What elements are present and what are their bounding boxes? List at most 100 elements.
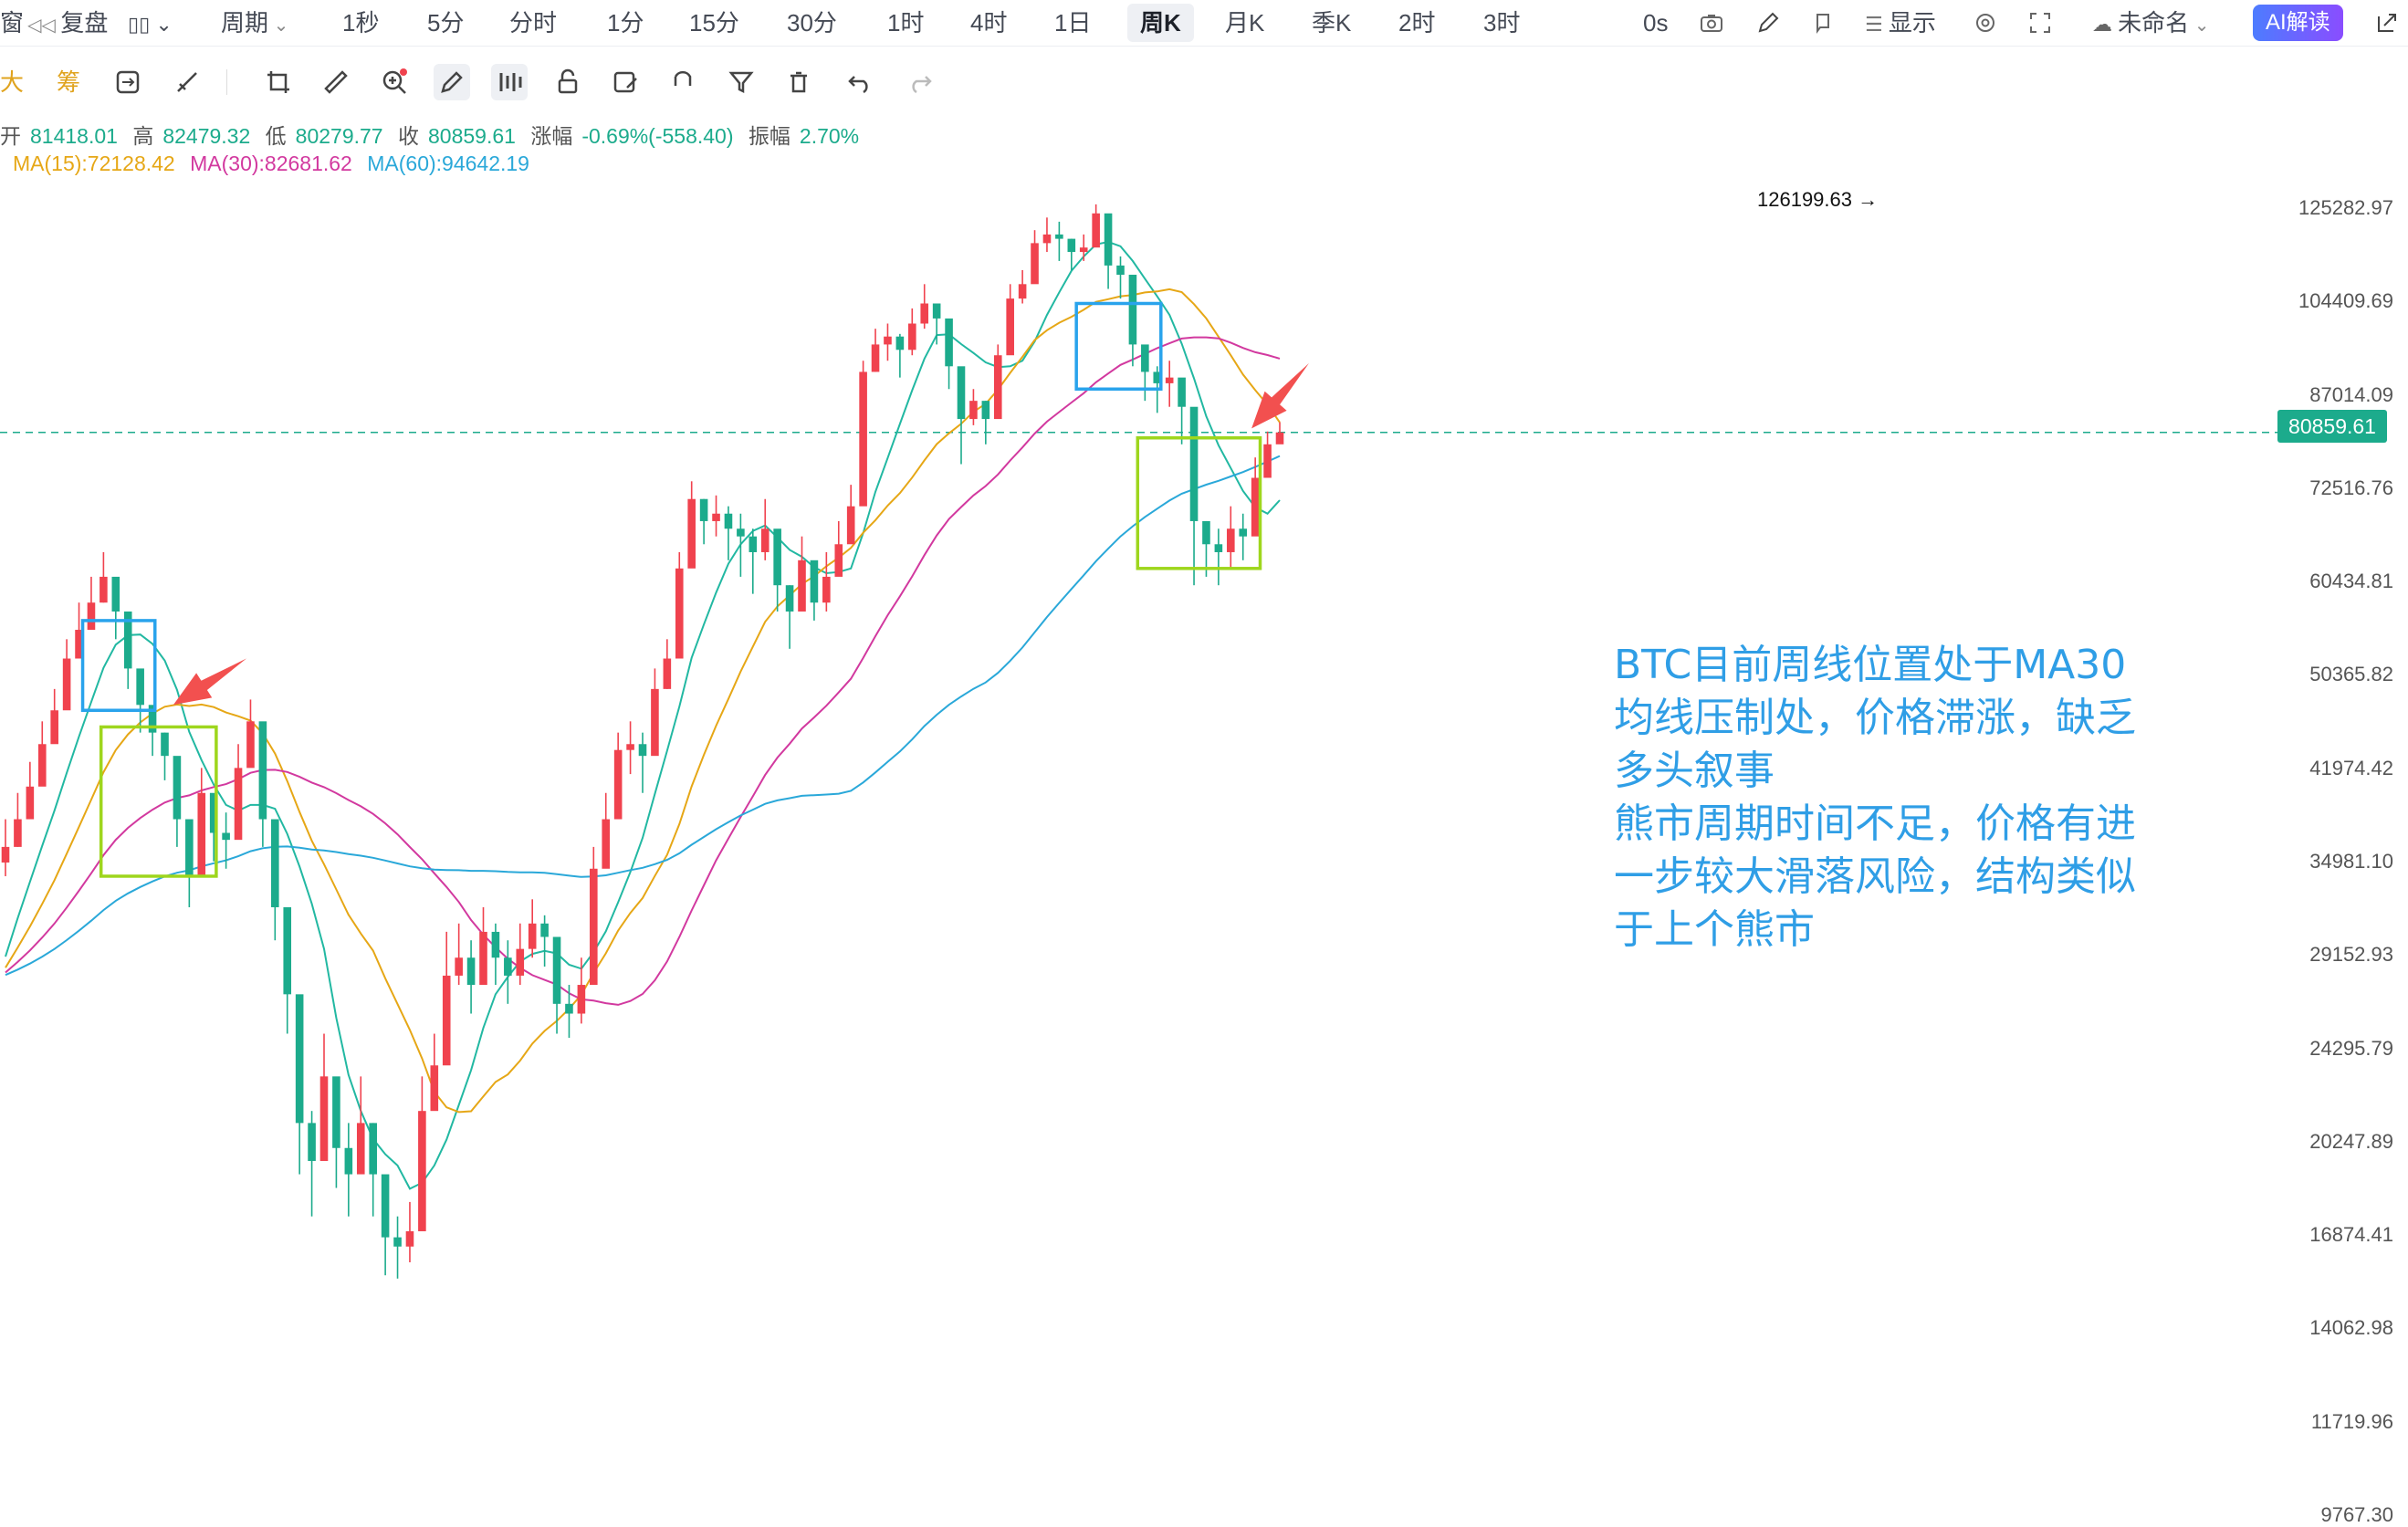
zoom-in-icon[interactable]: [376, 64, 413, 100]
ruler-icon[interactable]: [318, 64, 354, 100]
share-icon[interactable]: [2373, 9, 2401, 37]
candlestick-chart[interactable]: [0, 119, 2408, 1519]
interval-4h[interactable]: 4时: [970, 9, 1008, 37]
candle-body: [932, 303, 941, 319]
trash-icon[interactable]: [780, 64, 817, 100]
candle-body: [161, 732, 169, 757]
ohlc-legend: 开 81418.01 高 82479.32 低 80279.77 收 80859.61 …: [0, 119, 868, 150]
candle-body: [1116, 265, 1125, 276]
candle-body: [332, 1076, 340, 1148]
chart-type-button[interactable]: ▯▯ ⌄: [128, 0, 173, 46]
erase-draw-icon[interactable]: [169, 64, 205, 100]
candle-body: [687, 498, 696, 569]
candle-body: [895, 336, 905, 350]
interval-5m[interactable]: 5分: [427, 9, 465, 37]
ma30-legend: MA(30):82681.62: [190, 152, 352, 175]
interval-1w[interactable]: 周K: [1127, 4, 1194, 42]
interval-2h[interactable]: 2时: [1398, 9, 1436, 37]
candle-body: [810, 560, 819, 603]
y-tick-label: 60434.81: [2309, 570, 2393, 593]
candle-body: [271, 819, 279, 907]
candle-body: [1141, 344, 1149, 372]
change-label: 涨幅: [530, 124, 573, 148]
lock-icon[interactable]: [550, 64, 586, 100]
settings-icon[interactable]: [1972, 9, 1999, 37]
candle-body: [1079, 247, 1088, 253]
candle-body: [1, 846, 10, 863]
pencil-icon[interactable]: [1754, 9, 1782, 37]
candle-body: [1006, 298, 1014, 356]
redo-icon[interactable]: [902, 64, 938, 100]
candle-body: [479, 931, 487, 986]
candle-body: [565, 1003, 573, 1014]
interval-30m[interactable]: 30分: [787, 9, 837, 37]
interval-timeshare[interactable]: 分时: [509, 9, 558, 37]
candle-body: [1128, 275, 1137, 345]
big-toggle[interactable]: 大: [0, 68, 25, 96]
candle-body: [737, 528, 745, 537]
toolbar-left-label[interactable]: 窗: [0, 9, 25, 37]
chips-toggle[interactable]: 筹: [57, 68, 81, 96]
candle-body: [884, 336, 892, 345]
filter-icon[interactable]: [723, 64, 759, 100]
interval-1mo[interactable]: 月K: [1225, 9, 1265, 37]
change-value: -0.69%(-558.40): [581, 124, 734, 148]
interval-1q[interactable]: 季K: [1312, 9, 1352, 37]
undo-icon[interactable]: [842, 64, 878, 100]
candle-body: [381, 1174, 390, 1238]
highlighter-icon[interactable]: [434, 64, 470, 100]
period-dropdown[interactable]: 周期 ⌄: [221, 0, 288, 46]
chevron-down-icon: ⌄: [268, 16, 289, 36]
candle-body: [1104, 213, 1113, 266]
replay-button[interactable]: ◁◁ 复盘: [27, 0, 108, 46]
fullscreen-icon[interactable]: [2026, 9, 2054, 37]
y-tick-label: 14062.98: [2309, 1316, 2393, 1340]
sync-icon[interactable]: [110, 64, 146, 100]
y-tick-label: 9767.30: [2320, 1503, 2393, 1526]
candle-body: [295, 994, 304, 1124]
candle-body: [602, 819, 611, 869]
camera-icon[interactable]: [1698, 9, 1725, 37]
candle-body: [1189, 406, 1199, 521]
interval-15m[interactable]: 15分: [689, 9, 739, 37]
interval-1s[interactable]: 1秒: [342, 9, 380, 37]
interval-1d[interactable]: 1日: [1054, 9, 1092, 37]
candle-body: [638, 744, 647, 757]
open-value: 81418.01: [30, 124, 118, 148]
candle-body: [993, 355, 1002, 420]
add-indicator-icon[interactable]: [1809, 9, 1837, 37]
crop-icon[interactable]: [260, 64, 297, 100]
edit-note-icon[interactable]: [607, 64, 644, 100]
magnet-icon[interactable]: [665, 64, 701, 100]
candle-body: [246, 721, 255, 769]
toolbar-divider: [226, 69, 227, 95]
interval-1h[interactable]: 1时: [887, 9, 925, 37]
bars-icon[interactable]: [491, 64, 528, 100]
top-toolbar: 窗 ◁◁ 复盘 ▯▯ ⌄ 周期 ⌄ 1秒 5分 分时 1分 15分 30分 1时…: [0, 0, 2408, 47]
layout-dropdown[interactable]: ☁ 未命名 ⌄: [2092, 0, 2209, 46]
candle-body: [957, 366, 966, 420]
candle-body: [185, 819, 194, 876]
y-tick-label: 72516.76: [2309, 476, 2393, 499]
period-label: 周期: [221, 9, 269, 37]
candle-body: [111, 576, 120, 612]
candles-icon: ▯▯ ⌄: [128, 13, 173, 36]
candle-body: [148, 705, 157, 733]
candle-body: [871, 344, 880, 372]
candle-body: [749, 536, 758, 552]
interval-1m[interactable]: 1分: [607, 9, 644, 37]
candle-body: [528, 923, 537, 949]
candle-body: [798, 560, 806, 612]
candle-body: [234, 768, 243, 841]
display-button[interactable]: ☰ 显示: [1865, 0, 1936, 46]
ai-interpret-button[interactable]: AI解读: [2253, 5, 2343, 41]
candle-body: [590, 868, 598, 986]
ma60-line: [5, 455, 1281, 977]
candle-body: [969, 401, 978, 420]
candle-body: [846, 506, 855, 545]
candle-body: [981, 401, 990, 420]
interval-3h[interactable]: 3时: [1483, 9, 1521, 37]
ma30-line: [5, 336, 1281, 1006]
ma60-legend: MA(60):94642.19: [367, 152, 529, 175]
candle-body: [418, 1111, 426, 1231]
